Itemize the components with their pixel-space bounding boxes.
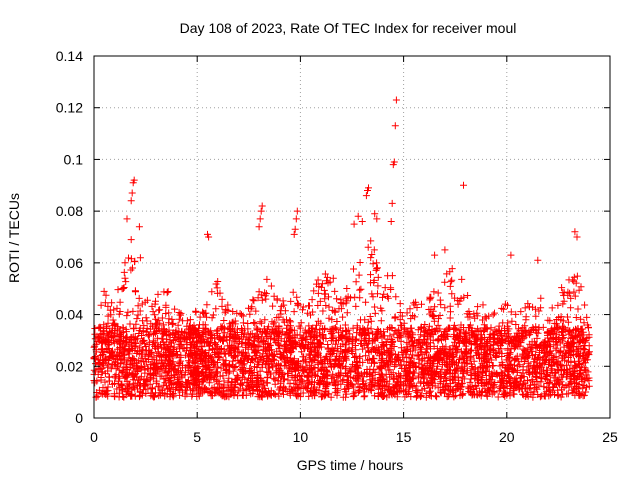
chart-title: Day 108 of 2023, Rate Of TEC Index for r…: [180, 20, 517, 36]
y-tick-label: 0.12: [56, 100, 83, 116]
x-tick-label: 0: [90, 429, 98, 445]
y-tick-label: 0.08: [56, 203, 83, 219]
x-tick-label: 25: [602, 429, 618, 445]
data-points: [90, 96, 593, 401]
scatter-points: [90, 96, 593, 401]
grid: [94, 56, 610, 418]
x-tick-label: 20: [499, 429, 515, 445]
x-tick-label: 10: [293, 429, 309, 445]
y-tick-label: 0.14: [56, 48, 83, 64]
plot-frame: [93, 55, 611, 419]
x-tick-label: 15: [396, 429, 412, 445]
axis-ticks: 0 5 10 15 20 25 0 0.02 0.04 0.06 0.08 0.1 0.12 0.14: [56, 48, 618, 445]
x-axis-label: GPS time / hours: [297, 457, 404, 473]
y-tick-label: 0.06: [56, 255, 83, 271]
y-axis-label: ROTI / TECUs: [6, 193, 22, 283]
x-tick-label: 5: [193, 429, 201, 445]
y-tick-label: 0: [75, 410, 83, 426]
y-tick-label: 0.04: [56, 307, 83, 323]
y-tick-label: 0.02: [56, 358, 83, 374]
y-tick-label: 0.1: [64, 151, 84, 167]
